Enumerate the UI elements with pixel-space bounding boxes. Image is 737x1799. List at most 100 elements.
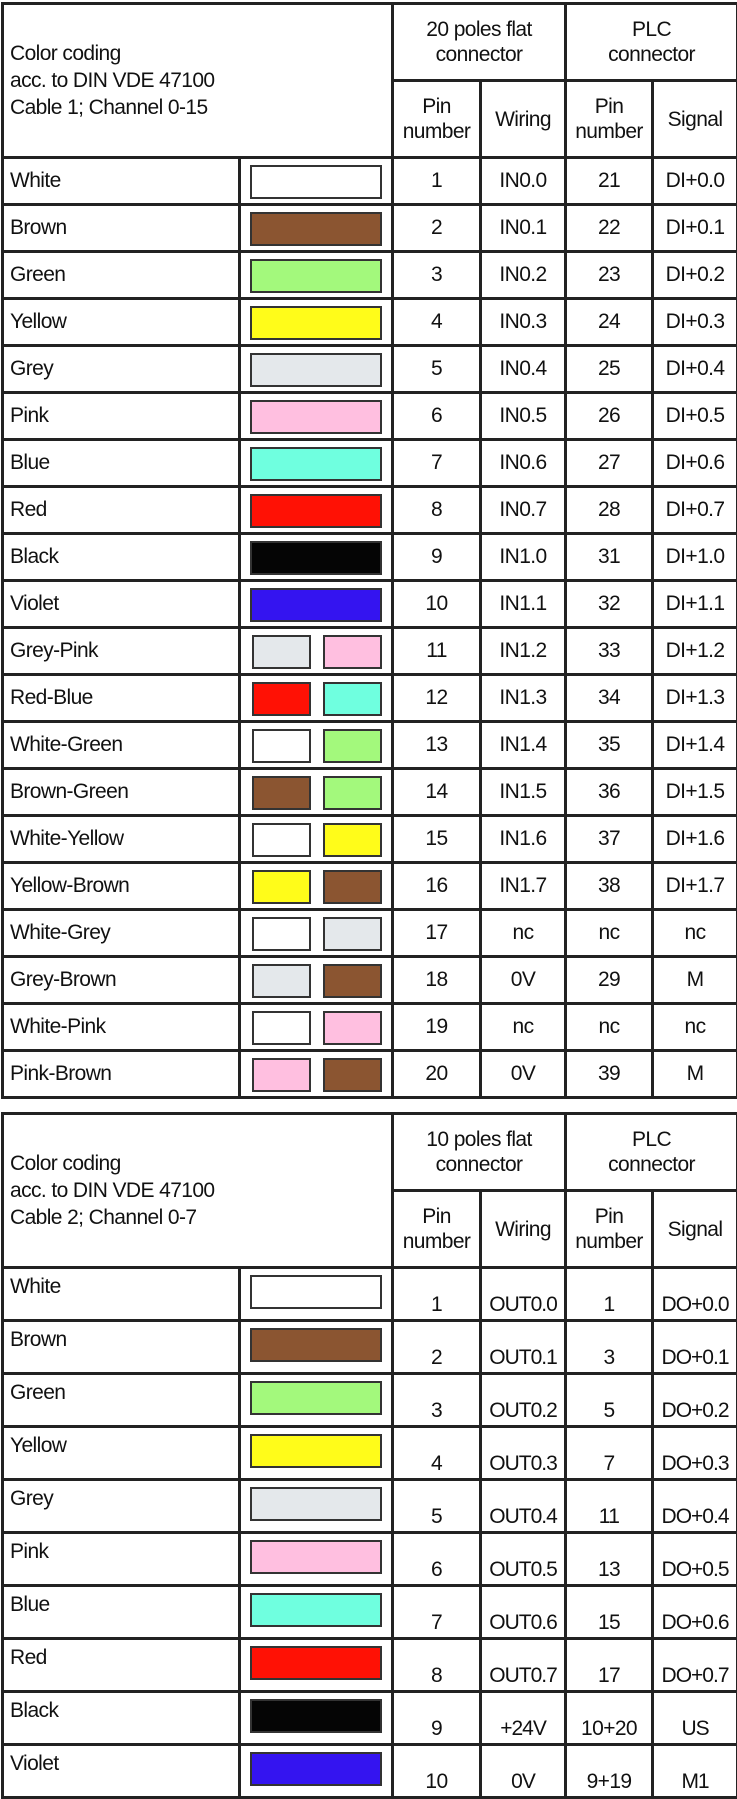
wiring-header: Wiring <box>481 81 566 158</box>
plc-pin-number: 13 <box>566 1533 653 1586</box>
signal-value: nc <box>653 1004 737 1051</box>
plc-pin-number: 17 <box>566 1639 653 1692</box>
signal-value: DO+0.3 <box>653 1427 737 1480</box>
wire-color-label: Pink <box>3 393 240 440</box>
plc-pin-number: 37 <box>566 816 653 863</box>
pin-number: 4 <box>393 299 481 346</box>
color-swatch <box>323 823 382 857</box>
signal-value: DI+0.7 <box>653 487 737 534</box>
wire-color-label: Red-Blue <box>3 675 240 722</box>
wire-color-label: Pink-Brown <box>3 1051 240 1098</box>
color-swatch-cell <box>240 1480 393 1533</box>
wiring-value: IN1.0 <box>481 534 566 581</box>
plc-pin-number: 33 <box>566 628 653 675</box>
wire-color-label: White <box>3 1268 240 1321</box>
wire-color-label: Black <box>3 1692 240 1745</box>
plc-pin-number: 38 <box>566 863 653 910</box>
color-swatch <box>250 1752 382 1786</box>
pin-number: 11 <box>393 628 481 675</box>
signal-value: M <box>653 1051 737 1098</box>
plc-pin-number: nc <box>566 1004 653 1051</box>
color-swatch <box>250 1487 382 1521</box>
signal-value: DI+1.6 <box>653 816 737 863</box>
signal-value: DI+1.0 <box>653 534 737 581</box>
wire-color-label: White-Green <box>3 722 240 769</box>
color-swatch <box>250 541 382 575</box>
wiring-value: OUT0.2 <box>481 1374 566 1427</box>
plc-pin-number: 10+20 <box>566 1692 653 1745</box>
color-swatch <box>250 165 382 199</box>
wiring-header: Wiring <box>481 1191 566 1268</box>
plc-pin-number: 5 <box>566 1374 653 1427</box>
wiring-value: IN0.3 <box>481 299 566 346</box>
color-swatch <box>250 447 382 481</box>
plc-pin-number: 15 <box>566 1586 653 1639</box>
pin-number: 20 <box>393 1051 481 1098</box>
color-swatch-cell <box>240 534 393 581</box>
wire-color-label: Blue <box>3 1586 240 1639</box>
wire-color-label: Brown-Green <box>3 769 240 816</box>
color-swatch-cell <box>240 346 393 393</box>
color-swatch <box>252 964 311 998</box>
signal-value: DI+1.2 <box>653 628 737 675</box>
pin-number: 19 <box>393 1004 481 1051</box>
wiring-value: IN0.2 <box>481 252 566 299</box>
title-line: Cable 2; Channel 0-7 <box>10 1206 196 1229</box>
pin-number: 9 <box>393 1692 481 1745</box>
signal-value: DO+0.0 <box>653 1268 737 1321</box>
wiring-value: IN1.3 <box>481 675 566 722</box>
wiring-value: OUT0.7 <box>481 1639 566 1692</box>
plc-pin-number: 3 <box>566 1321 653 1374</box>
color-swatch-cell <box>240 910 393 957</box>
signal-value: M <box>653 957 737 1004</box>
wiring-value: IN0.0 <box>481 158 566 205</box>
plc-pin-number: 21 <box>566 158 653 205</box>
color-swatch <box>252 1058 311 1092</box>
pin-number: 13 <box>393 722 481 769</box>
pin-number: 5 <box>393 346 481 393</box>
plc-pin-number: 36 <box>566 769 653 816</box>
wiring-value: IN1.2 <box>481 628 566 675</box>
color-swatch <box>323 682 382 716</box>
signal-value: nc <box>653 910 737 957</box>
wire-color-label: Green <box>3 1374 240 1427</box>
wiring-value: 0V <box>481 957 566 1004</box>
color-swatch-cell <box>240 299 393 346</box>
wire-color-label: Yellow <box>3 299 240 346</box>
color-swatch <box>252 682 311 716</box>
wiring-value: OUT0.6 <box>481 1586 566 1639</box>
pin-number: 4 <box>393 1427 481 1480</box>
signal-value: DI+0.1 <box>653 205 737 252</box>
wire-color-label: Green <box>3 252 240 299</box>
pin-number: 8 <box>393 1639 481 1692</box>
color-swatch <box>250 1434 382 1468</box>
pin-number: 7 <box>393 440 481 487</box>
color-swatch-cell <box>240 1692 393 1745</box>
color-swatch <box>323 1011 382 1045</box>
wiring-value: IN1.5 <box>481 769 566 816</box>
pin-number: 3 <box>393 1374 481 1427</box>
color-swatch-cell <box>240 628 393 675</box>
wiring-value: IN0.6 <box>481 440 566 487</box>
color-swatch <box>323 964 382 998</box>
wiring-value: OUT0.5 <box>481 1533 566 1586</box>
